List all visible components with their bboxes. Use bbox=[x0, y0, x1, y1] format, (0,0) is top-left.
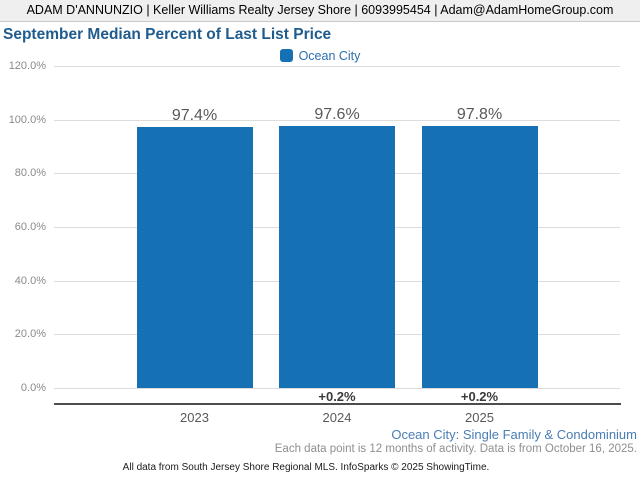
x-axis-label-2024: 2024 bbox=[322, 410, 352, 425]
data-note: Each data point is 12 months of activity… bbox=[274, 443, 637, 455]
gridline-100.0% bbox=[54, 119, 620, 121]
y-axis-tick-label: 20.0% bbox=[14, 328, 46, 341]
x-axis-line bbox=[54, 403, 621, 405]
bar-delta-label: +0.2% bbox=[318, 389, 356, 404]
attribution-line: All data from South Jersey Shore Regiona… bbox=[122, 462, 490, 473]
y-axis-tick-label: 60.0% bbox=[14, 221, 46, 233]
x-axis-label-2025: 2025 bbox=[465, 410, 494, 425]
legend: Ocean City bbox=[0, 48, 640, 63]
bar-value-label: 97.6% bbox=[314, 106, 360, 124]
legend-swatch-icon bbox=[279, 49, 293, 62]
gridline-0.0% bbox=[54, 388, 620, 389]
x-axis-label-2023: 2023 bbox=[180, 410, 209, 425]
bar-value-label: 97.8% bbox=[456, 105, 503, 123]
y-axis-tick-label: 0.0% bbox=[20, 382, 46, 394]
bar-2024[interactable] bbox=[279, 126, 395, 388]
bar-delta-label: +0.2% bbox=[460, 389, 499, 404]
y-axis-tick-label: 80.0% bbox=[14, 167, 46, 180]
contact-header: ADAM D'ANNUNZIO | Keller Williams Realty… bbox=[0, 0, 640, 22]
gridline-120.0% bbox=[54, 66, 620, 67]
y-axis-tick-label: 40.0% bbox=[14, 274, 46, 287]
page-title: September Median Percent of Last List Pr… bbox=[3, 26, 332, 43]
bar-2023[interactable] bbox=[136, 126, 253, 388]
y-axis-tick-label: 120.0% bbox=[8, 60, 46, 72]
bar-2025[interactable] bbox=[421, 125, 538, 388]
legend-label: Ocean City bbox=[298, 48, 361, 63]
bar-value-label: 97.4% bbox=[171, 106, 218, 124]
y-axis-tick-label: 100.0% bbox=[8, 113, 46, 126]
segment-label: Ocean City: Single Family & Condominium bbox=[391, 427, 637, 442]
contact-header-text: ADAM D'ANNUNZIO | Keller Williams Realty… bbox=[26, 3, 614, 17]
